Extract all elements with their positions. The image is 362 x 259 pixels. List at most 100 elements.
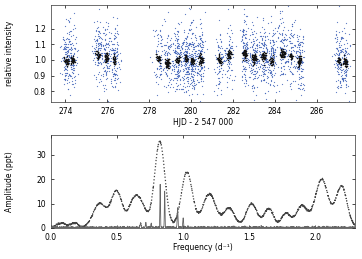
Point <box>63 44 68 48</box>
Point <box>257 30 263 34</box>
Point <box>184 57 189 61</box>
Point <box>227 55 232 59</box>
Point <box>272 48 278 53</box>
Point <box>242 84 248 88</box>
Point <box>176 34 181 38</box>
Point <box>67 39 73 43</box>
Point <box>247 55 253 59</box>
Point <box>342 91 348 95</box>
Point <box>63 57 68 62</box>
Point <box>174 55 180 59</box>
Point <box>287 52 292 56</box>
Point <box>249 54 255 59</box>
Point <box>268 59 274 63</box>
Point <box>268 56 274 61</box>
Point <box>264 57 269 61</box>
Point <box>226 76 232 80</box>
Point <box>257 52 262 56</box>
Point <box>259 53 265 57</box>
Point <box>279 51 285 55</box>
Point <box>197 41 203 45</box>
Point <box>157 61 163 65</box>
Point <box>62 47 68 51</box>
Point <box>194 52 200 56</box>
Point <box>288 55 294 59</box>
Point <box>183 58 189 62</box>
Point <box>189 42 195 46</box>
Point <box>339 68 345 73</box>
Point <box>278 66 284 70</box>
Point <box>111 66 117 70</box>
Point <box>261 42 267 46</box>
Point <box>71 59 76 63</box>
Point <box>224 85 230 89</box>
Point <box>105 57 111 62</box>
Point <box>287 69 293 74</box>
Point <box>64 45 70 49</box>
Point <box>189 0 195 1</box>
Point <box>189 32 195 36</box>
Point <box>279 37 285 41</box>
Point <box>244 53 250 57</box>
Point <box>270 83 275 87</box>
Point <box>243 81 249 85</box>
Point <box>228 52 233 56</box>
Point <box>178 60 184 64</box>
Point <box>268 63 274 67</box>
Point <box>297 57 303 62</box>
Point <box>71 85 77 89</box>
Point <box>263 45 269 49</box>
Point <box>184 69 189 74</box>
Point <box>287 39 293 43</box>
Point <box>264 49 269 53</box>
Point <box>247 61 253 66</box>
Point <box>198 72 203 76</box>
Point <box>262 53 268 57</box>
Point <box>341 69 346 73</box>
Point <box>163 62 169 66</box>
Point <box>109 70 115 74</box>
Point <box>165 34 171 38</box>
Point <box>165 62 171 66</box>
Point <box>190 43 196 47</box>
Point <box>184 56 190 60</box>
Point <box>296 59 302 63</box>
Point <box>70 59 76 63</box>
Point <box>278 48 284 52</box>
Point <box>94 39 100 43</box>
Point <box>94 52 100 56</box>
Point <box>156 58 162 62</box>
Point <box>334 63 340 67</box>
Point <box>279 53 285 57</box>
Point <box>280 53 286 57</box>
Point <box>252 85 257 89</box>
Point <box>99 37 105 41</box>
Point <box>114 73 120 77</box>
Point <box>150 60 155 64</box>
Point <box>161 43 167 47</box>
Point <box>205 66 210 70</box>
Point <box>198 34 203 38</box>
Point <box>296 72 302 76</box>
Point <box>175 65 181 69</box>
Point <box>254 49 260 54</box>
Point <box>286 39 291 43</box>
Point <box>218 63 223 67</box>
Point <box>165 66 171 70</box>
Point <box>221 48 227 52</box>
Point <box>175 67 181 71</box>
Point <box>227 39 232 43</box>
Point <box>98 55 104 59</box>
Point <box>270 62 276 66</box>
Point <box>109 68 114 72</box>
Point <box>333 51 338 55</box>
Point <box>164 40 170 44</box>
Point <box>174 37 180 41</box>
Point <box>345 51 351 55</box>
Point <box>174 69 180 73</box>
Point <box>251 58 257 62</box>
Point <box>277 53 283 57</box>
Point <box>166 47 172 51</box>
Point <box>165 60 171 64</box>
Point <box>111 57 117 61</box>
